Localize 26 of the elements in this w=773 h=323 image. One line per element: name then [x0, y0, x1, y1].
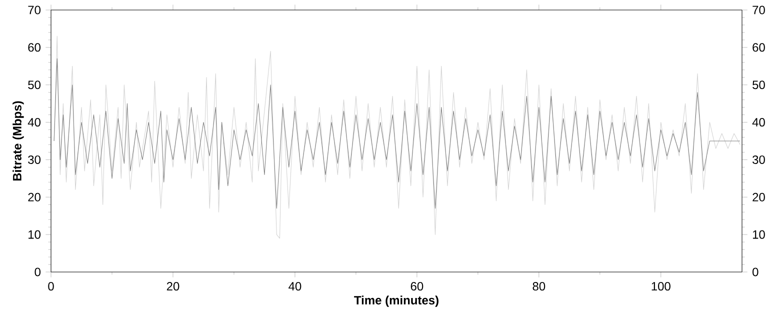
y2-tick-label: 20	[752, 192, 765, 202]
y2-tick-label: 10	[752, 230, 765, 239]
x-tick-label: 40	[288, 282, 302, 291]
line-series	[54, 36, 740, 239]
y2-tick-label: 60	[752, 43, 765, 52]
x-tick-label: 80	[532, 282, 546, 291]
y2-tick-label: 30	[752, 155, 765, 164]
y-tick-label: 20	[28, 192, 40, 202]
y2-tick-label: 70	[752, 6, 765, 14]
y2-tick-label: 50	[752, 80, 765, 90]
x-tick-label: 100	[652, 282, 670, 291]
x-tick-label: 60	[410, 282, 424, 291]
y-tick-label: 0	[34, 268, 41, 276]
x-axis-title: Time (minutes)	[354, 296, 438, 307]
y-tick-label: 60	[28, 43, 40, 52]
y-axis-title: Bitrate (Mbps)	[12, 101, 24, 181]
y-tick-label: 10	[28, 230, 40, 239]
x-tick-label: 20	[166, 282, 180, 291]
y2-tick-label: 40	[752, 118, 765, 127]
line-series	[54, 58, 740, 209]
y-tick-label: 50	[28, 80, 40, 90]
y2-tick-label: 0	[752, 268, 758, 276]
y-tick-label: 30	[28, 155, 40, 164]
y-tick-label: 40	[28, 118, 40, 127]
x-tick-label: 0	[48, 282, 54, 291]
y-tick-label: 70	[28, 6, 40, 14]
